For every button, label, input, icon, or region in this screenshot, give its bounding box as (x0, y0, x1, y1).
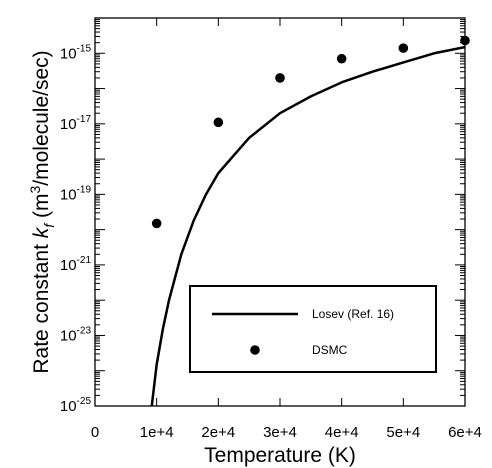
data-point-dsmc (398, 43, 409, 53)
y-tick-exponent: -19 (77, 184, 92, 195)
y-axis-title-units-open: (m (30, 194, 53, 224)
y-tick-exponent: -25 (77, 396, 92, 407)
x-tick-label: 6e+4 (448, 424, 482, 441)
legend-label-dsmc: DSMC (312, 343, 348, 357)
minor-ticks (95, 19, 465, 396)
y-tick-label: 10-25 (60, 396, 92, 415)
y-tick-label: 10-17 (60, 114, 92, 133)
y-axis-title-prefix: Rate constant (30, 238, 53, 373)
y-tick-label: 10-15 (60, 43, 92, 62)
legend-marker-dsmc (250, 345, 260, 355)
y-tick-base: 10 (60, 116, 77, 133)
y-tick-label: 10-23 (60, 325, 92, 344)
data-point-dsmc (336, 53, 347, 64)
y-tick-base: 10 (60, 257, 77, 274)
data-point-dsmc (213, 117, 224, 128)
y-tick-base: 10 (60, 327, 77, 344)
y-axis-title: Rate constant kf (m3/molecule/sec) (27, 50, 57, 373)
x-tick-label: 1e+4 (140, 424, 174, 441)
y-tick-exponent: -17 (77, 114, 92, 125)
y-tick-exponent: -23 (77, 325, 92, 336)
x-axis-title: Temperature (K) (204, 444, 356, 467)
y-tick-exponent: -21 (77, 255, 92, 266)
data-point-dsmc (460, 35, 470, 46)
major-ticks (95, 18, 465, 407)
x-tick-labels: 0 1e+4 2e+4 3e+4 4e+4 5e+4 6e+4 (91, 424, 482, 441)
x-tick-label: 5e+4 (386, 424, 420, 441)
y-axis-title-k: k (30, 226, 53, 238)
legend-label-line: Losev (Ref. 16) (312, 307, 394, 321)
data-point-dsmc (275, 73, 285, 83)
x-tick-label: 3e+4 (263, 424, 297, 441)
x-tick-label: 0 (91, 424, 99, 441)
y-axis-title-units-close: /molecule/sec) (30, 50, 53, 185)
x-tick-label: 4e+4 (325, 424, 359, 441)
y-tick-base: 10 (60, 398, 77, 415)
legend: Losev (Ref. 16) DSMC (189, 285, 437, 373)
data-point-dsmc (151, 218, 162, 229)
y-tick-label: 10-21 (60, 255, 92, 274)
legend-box (189, 285, 437, 373)
series-layer (150, 35, 470, 406)
y-tick-label: 10-19 (60, 184, 92, 203)
series-line-losev (150, 45, 465, 406)
x-tick-label: 2e+4 (201, 424, 235, 441)
y-tick-base: 10 (60, 45, 77, 62)
y-axis-title-sup: 3 (27, 186, 43, 194)
y-axis-title-sub: f (41, 222, 57, 228)
y-tick-exponent: -15 (77, 43, 92, 54)
y-tick-base: 10 (60, 186, 77, 203)
